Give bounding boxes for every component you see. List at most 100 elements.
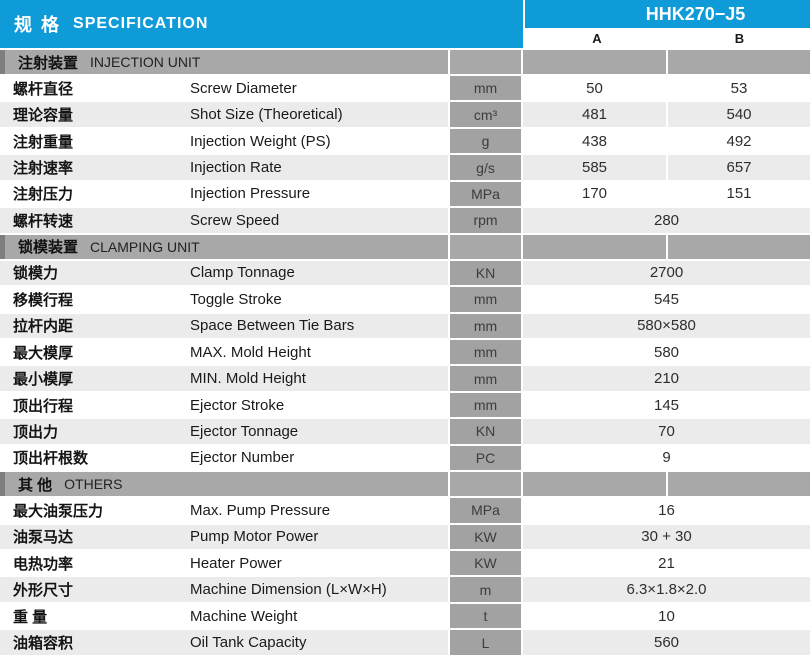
spec-unit-cell: rpm	[450, 208, 523, 233]
spec-label-zh: 顶出力	[13, 423, 59, 441]
spec-label-en: Screw Speed	[190, 211, 280, 229]
spec-unit-cell: mm	[450, 392, 523, 418]
spec-row: 顶出力 Ejector Tonnage KN 70	[0, 417, 810, 444]
spec-row: 油泵马达 Pump Motor Power KW 30 + 30	[0, 522, 810, 549]
spec-label-en: Space Between Tie Bars	[190, 317, 355, 335]
spec-label-cell: 最大油泵压力 Max. Pump Pressure	[0, 498, 450, 523]
spec-unit-cell: L	[450, 630, 523, 655]
spec-unit-cell: KN	[450, 419, 523, 444]
spec-label-cell: 最小模厚 MIN. Mold Height	[0, 366, 450, 391]
spec-value-merged: 70	[523, 419, 810, 444]
specification-table: 注射装置 INJECTION UNIT 螺杆直径 Screw Diameter mm 50…	[0, 48, 810, 655]
spec-label-en: Toggle Stroke	[190, 290, 282, 308]
spec-label-zh: 注射压力	[13, 186, 74, 204]
spec-label-en: Ejector Stroke	[190, 396, 285, 414]
spec-value-a: 170	[523, 181, 668, 207]
spec-label-en: Machine Weight	[190, 607, 298, 625]
section-a-cell	[523, 50, 668, 74]
spec-row: 移模行程 Toggle Stroke mm 545	[0, 285, 810, 312]
spec-label-en: Max. Pump Pressure	[190, 501, 331, 519]
spec-value-a: 585	[523, 155, 668, 180]
spec-row: 螺杆转速 Screw Speed rpm 280	[0, 206, 810, 233]
spec-value-merged: 145	[523, 392, 810, 418]
spec-label-en: Clamp Tonnage	[190, 264, 295, 282]
spec-unit-cell: m	[450, 577, 523, 602]
spec-label-en: Oil Tank Capacity	[190, 634, 307, 652]
spec-value-merged: 10	[523, 603, 810, 629]
spec-label-zh: 油泵马达	[13, 529, 74, 547]
spec-value-merged: 560	[523, 630, 810, 655]
spec-row: 最大油泵压力 Max. Pump Pressure MPa 16	[0, 496, 810, 523]
spec-value-a: 438	[523, 128, 668, 154]
spec-label-cell: 顶出杆根数 Ejector Number	[0, 445, 450, 471]
section-title-en: OTHERS	[64, 476, 123, 493]
spec-label-cell: 螺杆直径 Screw Diameter	[0, 76, 450, 101]
spec-value-b: 657	[668, 155, 810, 180]
spec-row: 拉杆内距 Space Between Tie Bars mm 580×580	[0, 311, 810, 338]
model-header: HHK270−J5 A B	[523, 0, 810, 48]
spec-row: 最小模厚 MIN. Mold Height mm 210	[0, 364, 810, 391]
spec-row: 注射重量 Injection Weight (PS) g 438 492	[0, 126, 810, 154]
model-name: HHK270−J5	[525, 0, 810, 28]
spec-label-cell: 拉杆内距 Space Between Tie Bars	[0, 313, 450, 338]
spec-label-cell: 电热功率 Heater Power	[0, 551, 450, 576]
section-accent-bar	[0, 472, 5, 497]
spec-label-zh: 最大模厚	[13, 344, 74, 362]
section-b-cell	[668, 472, 810, 497]
spec-unit-cell: MPa	[450, 181, 523, 207]
spec-label-cell: 外形尺寸 Machine Dimension (L×W×H)	[0, 577, 450, 602]
spec-label-zh: 锁模力	[13, 265, 59, 283]
spec-value-merged: 21	[523, 551, 810, 576]
spec-value-a: 50	[523, 76, 668, 101]
spec-label-zh: 顶出行程	[13, 397, 74, 415]
spec-unit-cell: KN	[450, 260, 523, 286]
spec-label-en: Ejector Number	[190, 449, 295, 467]
spec-label-cell: 顶出力 Ejector Tonnage	[0, 419, 450, 444]
spec-label-zh: 拉杆内距	[13, 318, 74, 336]
spec-value-merged: 16	[523, 498, 810, 523]
spec-label-cell: 油泵马达 Pump Motor Power	[0, 524, 450, 549]
spec-row: 最大模厚 MAX. Mold Height mm 580	[0, 337, 810, 365]
spec-unit-cell: g/s	[450, 155, 523, 180]
section-a-cell	[523, 234, 668, 259]
section-title-en: INJECTION UNIT	[90, 54, 201, 70]
spec-label-en: Shot Size (Theoretical)	[190, 106, 343, 124]
section-unit-cell	[450, 472, 523, 497]
spec-label-cell: 油箱容积 Oil Tank Capacity	[0, 630, 450, 655]
spec-value-merged: 2700	[523, 260, 810, 286]
spec-label-zh: 重 量	[13, 608, 48, 626]
spec-label-cell: 重 量 Machine Weight	[0, 603, 450, 629]
spec-label-zh: 注射速率	[13, 160, 74, 178]
section-accent-bar	[0, 234, 5, 259]
spec-value-b: 492	[668, 128, 810, 154]
section-title-en: CLAMPING UNIT	[90, 238, 200, 255]
spec-label-cell: 锁模力 Clamp Tonnage	[0, 260, 450, 286]
spec-label-zh: 移模行程	[13, 291, 74, 309]
section-unit-cell	[450, 234, 523, 259]
section-accent-bar	[0, 50, 5, 74]
spec-unit-cell: cm³	[450, 102, 523, 127]
page-header: 规 格 SPECIFICATION HHK270−J5 A B	[0, 0, 810, 48]
section-title-zh: 注射装置	[18, 54, 79, 72]
spec-label-cell: 注射重量 Injection Weight (PS)	[0, 128, 450, 154]
spec-label-en: Injection Rate	[190, 159, 282, 177]
spec-row: 顶出行程 Ejector Stroke mm 145	[0, 390, 810, 418]
spec-label-cell: 最大模厚 MAX. Mold Height	[0, 339, 450, 365]
spec-label-zh: 最小模厚	[13, 371, 74, 389]
spec-value-merged: 580	[523, 339, 810, 365]
spec-value-b: 53	[668, 76, 810, 101]
spec-label-zh: 注射重量	[13, 133, 74, 151]
section-title-zh: 其 他	[18, 476, 53, 494]
spec-value-merged: 9	[523, 445, 810, 471]
spec-label-cell: 注射压力 Injection Pressure	[0, 181, 450, 207]
spec-row: 锁模力 Clamp Tonnage KN 2700	[0, 258, 810, 286]
spec-unit-cell: MPa	[450, 498, 523, 523]
page-title-zh: 规 格	[14, 15, 62, 35]
spec-label-en: Pump Motor Power	[190, 528, 319, 546]
spec-unit-cell: t	[450, 603, 523, 629]
spec-unit-cell: mm	[450, 339, 523, 365]
spec-label-cell: 螺杆转速 Screw Speed	[0, 208, 450, 233]
spec-label-en: Machine Dimension (L×W×H)	[190, 581, 387, 599]
spec-row: 螺杆直径 Screw Diameter mm 50 53	[0, 74, 810, 101]
